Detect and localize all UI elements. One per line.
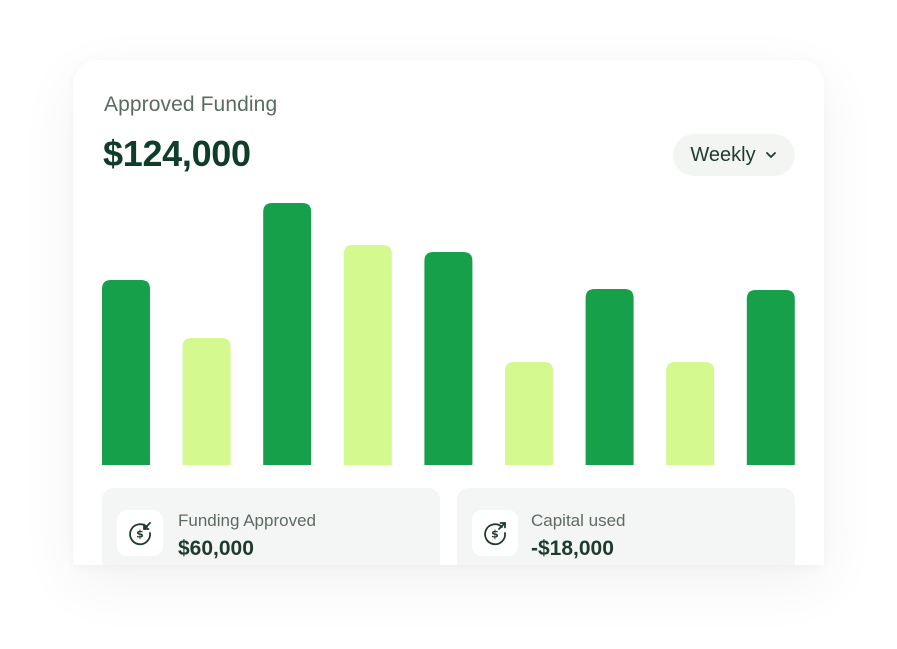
chart-bar: [505, 362, 553, 465]
stat-label: Funding Approved: [178, 511, 316, 530]
svg-text:$: $: [136, 528, 144, 541]
chart-bar: [343, 245, 392, 465]
stat-label: Capital used: [531, 511, 626, 530]
chart-bar: [102, 280, 150, 465]
dollar-arrow-out-icon: $: [472, 510, 518, 556]
period-dropdown-label: Weekly: [690, 143, 756, 166]
chart-bar: [424, 252, 473, 465]
capital-used-stat: $ Capital used -$18,000: [457, 488, 795, 565]
chart-bar: [182, 338, 231, 465]
total-amount: $124,000: [103, 133, 251, 174]
chart-bar: [746, 290, 795, 465]
chart-bar: [585, 289, 634, 465]
period-dropdown[interactable]: Weekly: [673, 134, 795, 176]
chart-bar: [263, 203, 312, 465]
card-title: Approved Funding: [104, 93, 278, 116]
funding-approved-stat: $ Funding Approved $60,000: [102, 488, 440, 565]
chart-bar: [666, 362, 715, 465]
chevron-down-icon: [764, 148, 778, 162]
dollar-arrow-in-icon: $: [117, 510, 163, 556]
stat-value: $60,000: [178, 537, 254, 560]
svg-text:$: $: [491, 528, 499, 541]
funding-bar-chart: [102, 203, 795, 465]
approved-funding-card: Approved Funding $124,000 Weekly $ Fundi…: [73, 60, 824, 565]
stat-value: -$18,000: [531, 537, 614, 560]
